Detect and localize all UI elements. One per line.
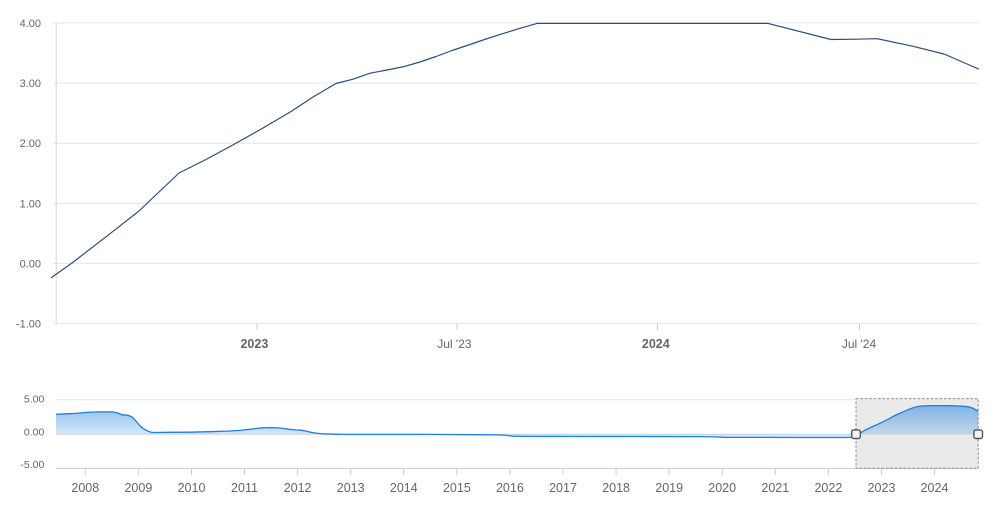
svg-text:-1.00: -1.00 [16, 319, 41, 331]
svg-text:Jul '24: Jul '24 [842, 337, 877, 351]
svg-text:2014: 2014 [390, 481, 418, 495]
svg-text:2013: 2013 [337, 481, 365, 495]
svg-text:2016: 2016 [496, 481, 524, 495]
svg-text:0.00: 0.00 [24, 426, 45, 438]
svg-text:1.00: 1.00 [20, 198, 41, 210]
svg-text:2024: 2024 [921, 481, 949, 495]
svg-text:2020: 2020 [708, 481, 736, 495]
svg-text:2024: 2024 [642, 337, 670, 351]
svg-text:2008: 2008 [71, 481, 99, 495]
svg-text:2.00: 2.00 [20, 138, 41, 150]
svg-text:3.00: 3.00 [20, 78, 41, 90]
svg-text:Jul '23: Jul '23 [437, 337, 472, 351]
svg-text:2009: 2009 [124, 481, 152, 495]
svg-text:2022: 2022 [814, 481, 842, 495]
svg-text:2017: 2017 [549, 481, 577, 495]
svg-text:2023: 2023 [868, 481, 896, 495]
svg-text:2010: 2010 [178, 481, 206, 495]
svg-text:2012: 2012 [284, 481, 312, 495]
svg-text:2011: 2011 [231, 481, 258, 495]
svg-text:2015: 2015 [443, 481, 471, 495]
svg-text:0.00: 0.00 [20, 258, 41, 270]
svg-text:5.00: 5.00 [24, 394, 45, 406]
svg-text:2023: 2023 [240, 337, 268, 351]
svg-text:2021: 2021 [761, 481, 789, 495]
svg-text:2018: 2018 [602, 481, 630, 495]
svg-text:4.00: 4.00 [20, 18, 41, 30]
svg-text:2019: 2019 [655, 481, 683, 495]
svg-text:-5.00: -5.00 [20, 459, 44, 471]
